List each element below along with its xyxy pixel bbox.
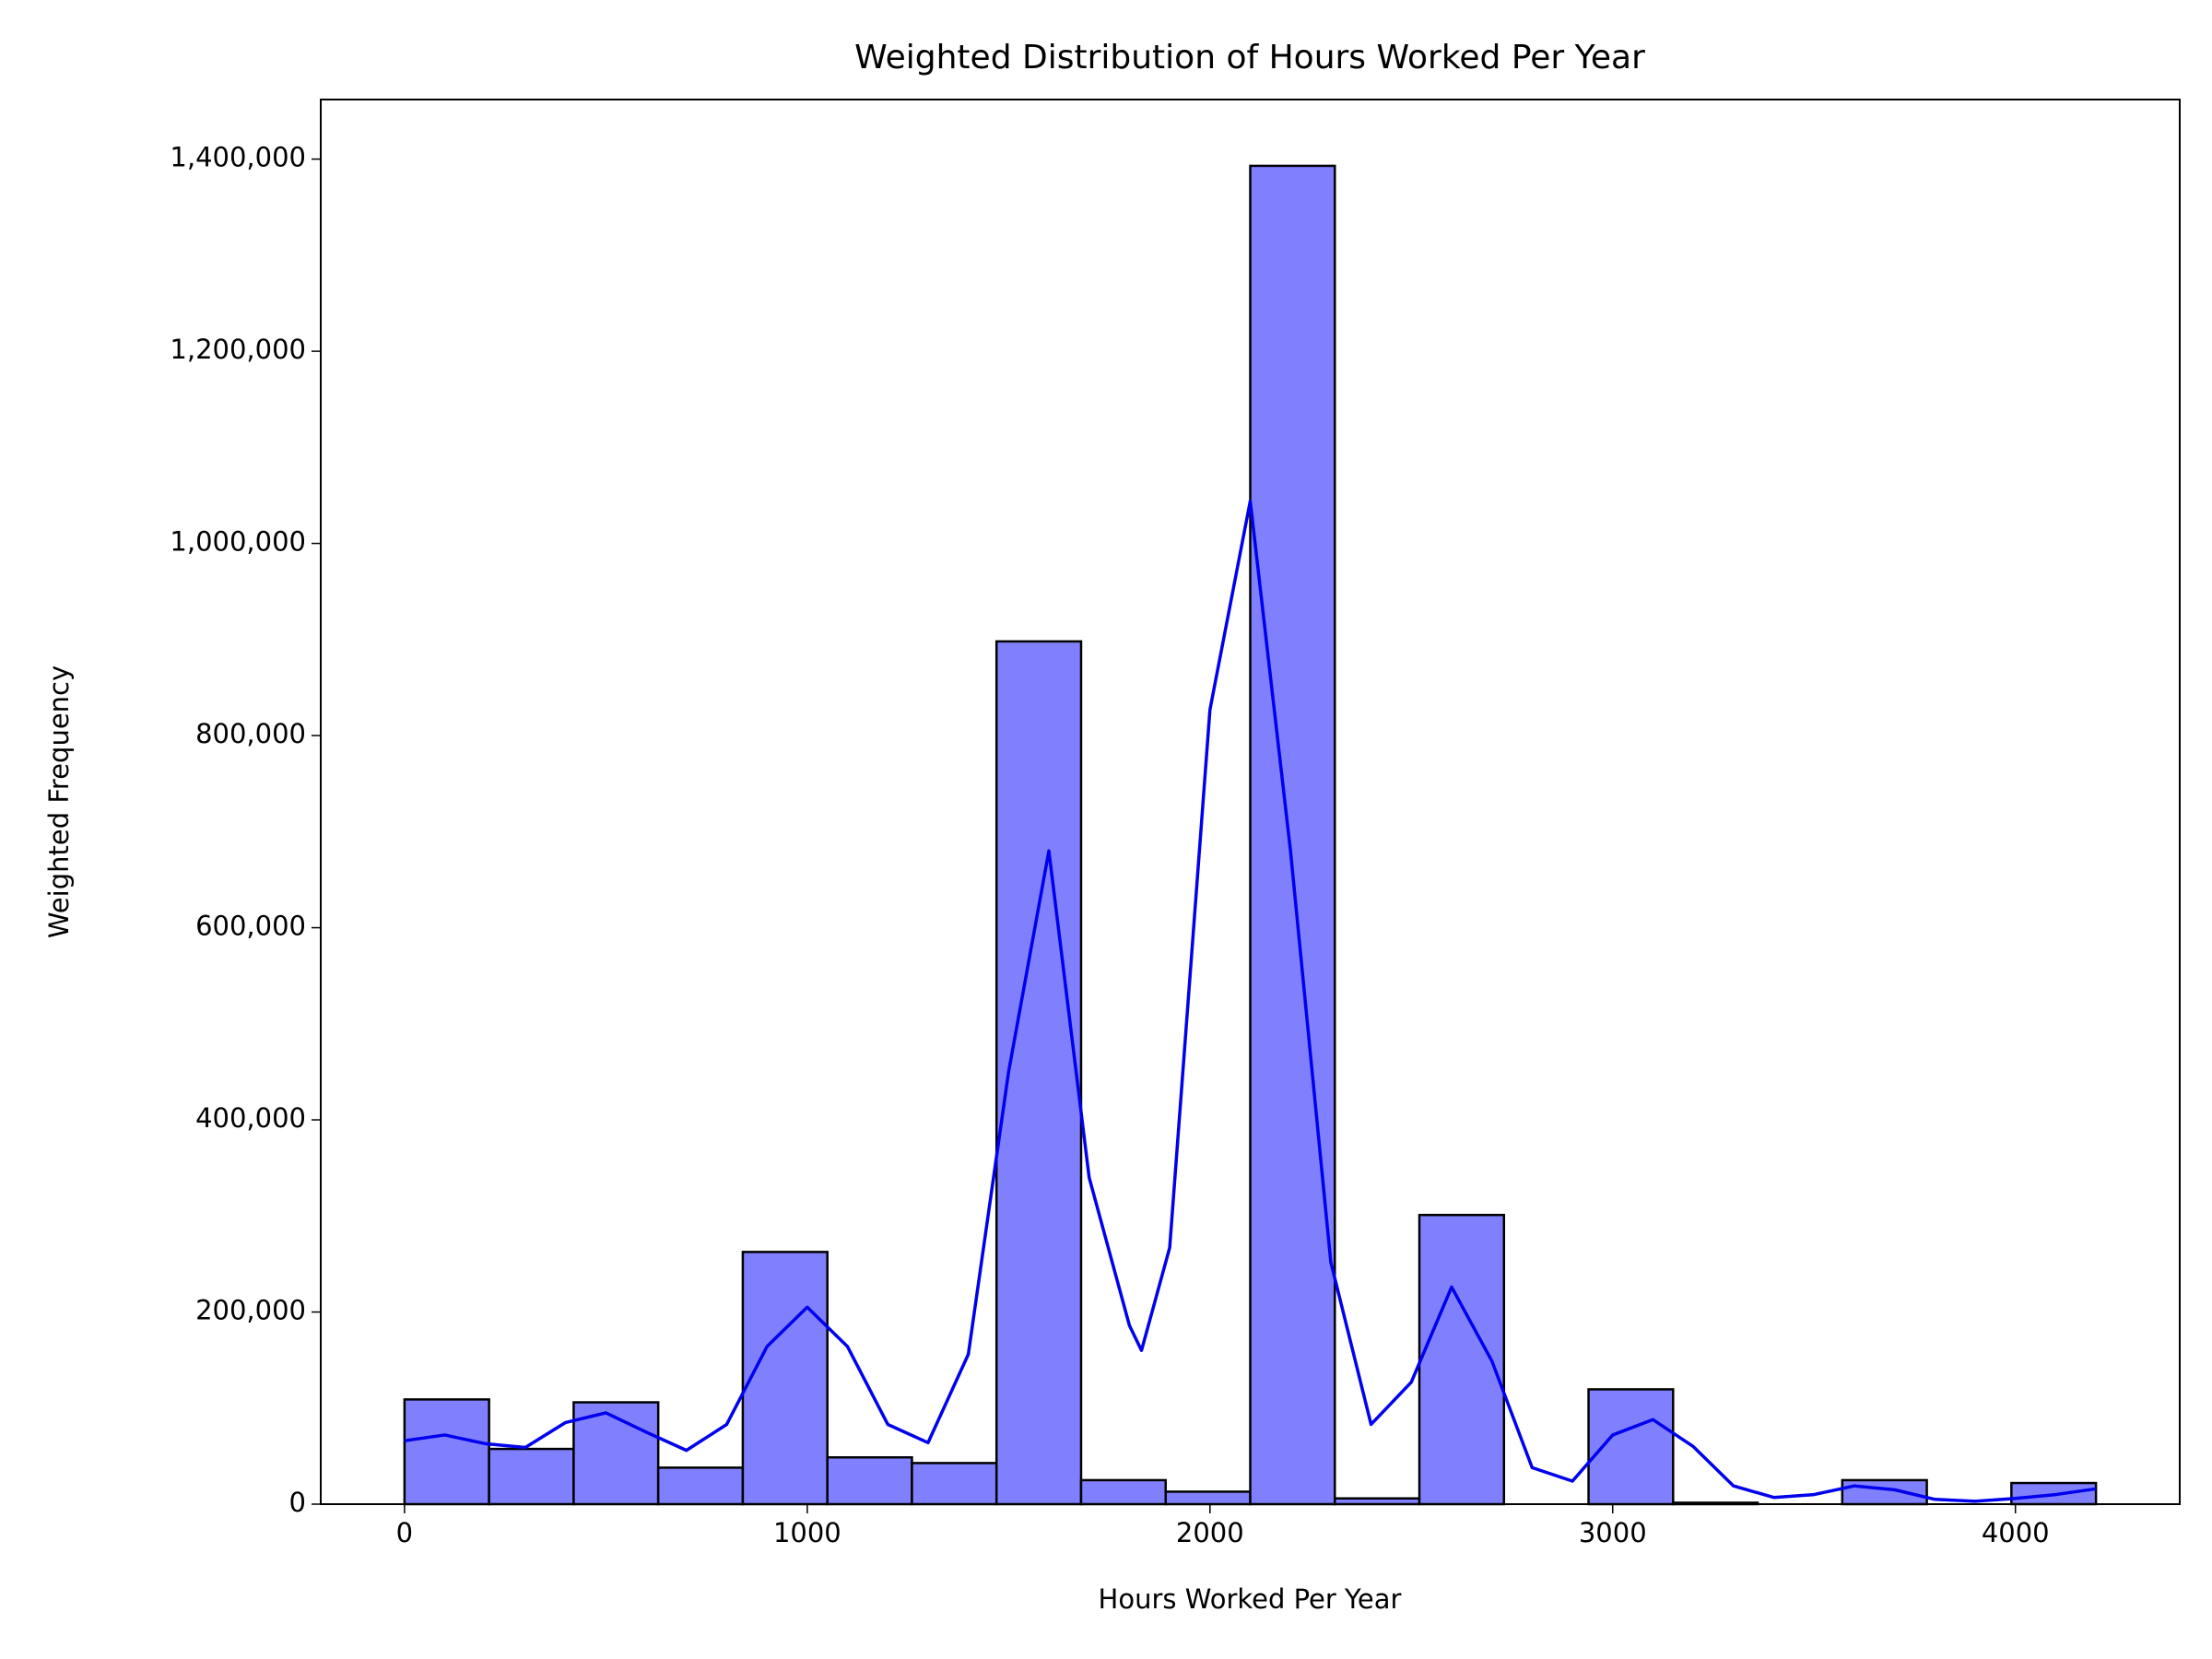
bar [826,1455,913,1506]
y-tick-label: 600,000 [195,911,306,942]
bar [1079,1478,1167,1506]
plot-frame [320,99,2181,1505]
y-tick-label: 200,000 [195,1295,306,1326]
y-tick-label: 800,000 [195,718,306,749]
y-tick-label: 1,000,000 [170,526,306,558]
bar [1164,1490,1252,1506]
y-axis-label: Weighted Frequency [43,665,75,938]
x-axis-label: Hours Worked Per Year [1099,1583,1402,1615]
x-tick-label: 1000 [773,1517,841,1548]
y-tick-label: 0 [289,1487,306,1518]
bar [911,1462,998,1506]
chart-title: Weighted Distribution of Hours Worked Pe… [854,39,1645,76]
x-tick-label: 2000 [1176,1517,1244,1548]
bar [656,1466,745,1506]
bar [572,1401,660,1506]
x-tick-label: 3000 [1579,1517,1647,1548]
x-tick-label: 0 [396,1517,413,1548]
bar [488,1447,575,1506]
y-tick-label: 400,000 [195,1102,306,1134]
x-tick-label: 4000 [1982,1517,2050,1548]
y-tick-label: 1,200,000 [170,334,306,365]
bar [1249,164,1336,1506]
bar [403,1398,490,1506]
bar [1841,1478,1928,1506]
y-tick-label: 1,400,000 [170,142,306,173]
bar [741,1251,829,1506]
kde-line [404,499,2097,1503]
